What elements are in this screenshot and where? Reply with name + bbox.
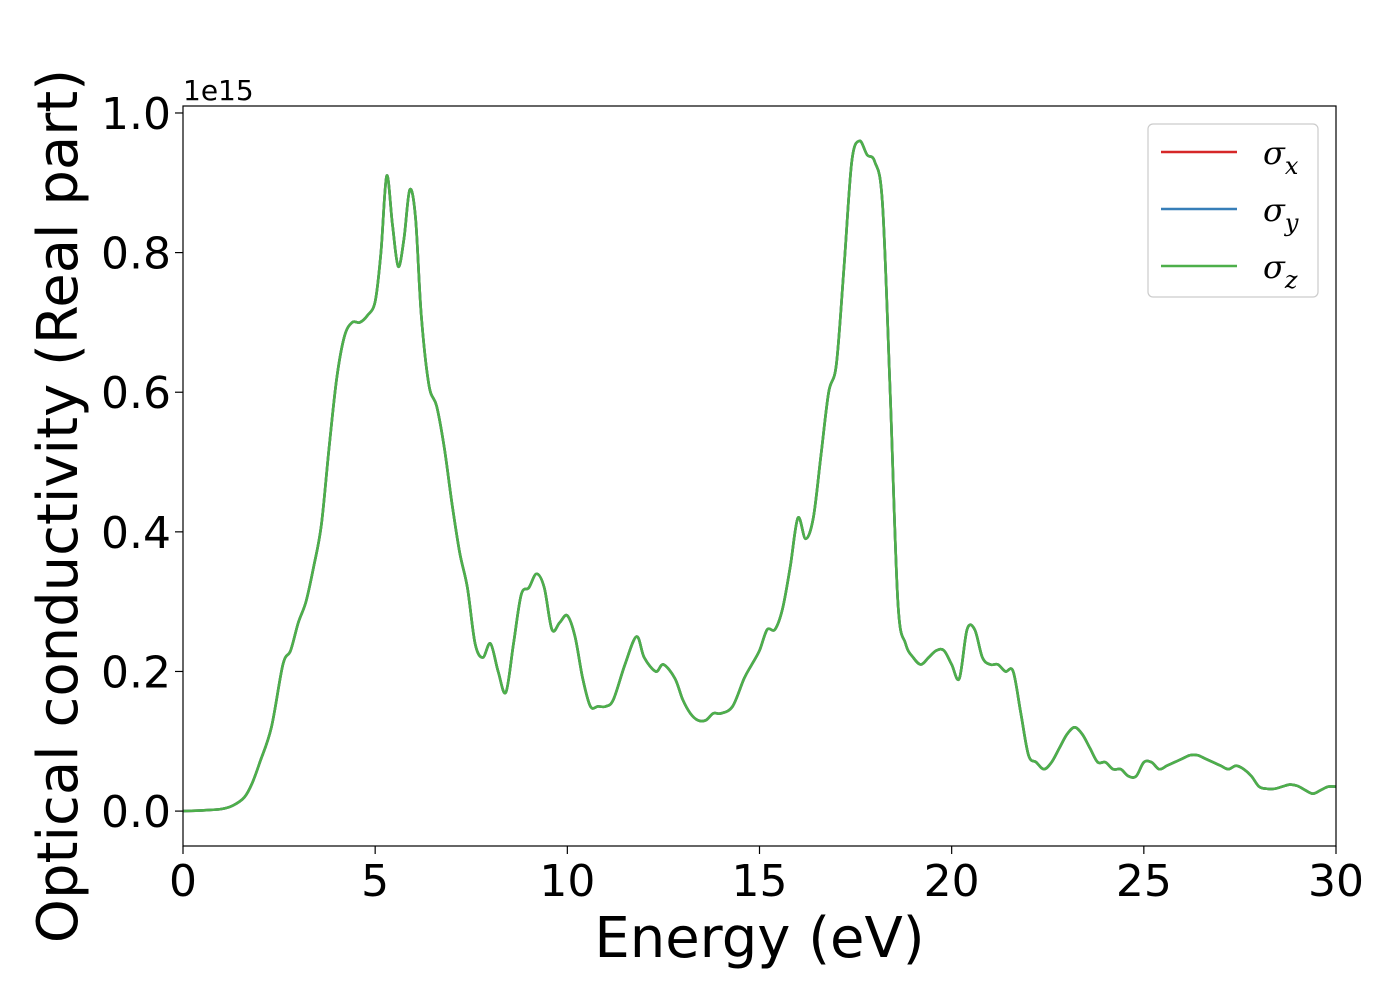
- legend-label-subscript: x: [1285, 152, 1299, 180]
- legend-box: [1147, 123, 1319, 298]
- y-tick-label: 0.2: [101, 647, 171, 698]
- series-layer: [182, 139, 1337, 813]
- x-tick-label: 25: [1116, 856, 1172, 907]
- y-tick-label: 1.0: [101, 89, 171, 140]
- x-tick-label: 15: [732, 856, 788, 907]
- legend-label-subscript: z: [1284, 266, 1298, 294]
- y-tick-label: 0.0: [101, 787, 171, 838]
- y-axis-title: Optical conductivity (Real part): [26, 69, 91, 943]
- x-axis-title: Energy (eV): [594, 906, 924, 971]
- x-tick-label: 20: [924, 856, 980, 907]
- x-tick-label: 10: [539, 856, 595, 907]
- y-tick-label: 0.6: [101, 368, 171, 419]
- x-tick-label: 30: [1308, 856, 1364, 907]
- x-tick-label: 5: [361, 856, 389, 907]
- y-tick-label: 0.4: [101, 508, 171, 559]
- y-tick-label: 0.8: [101, 229, 171, 280]
- y-offset-label: 1e15: [183, 74, 254, 107]
- x-tick-label: 0: [169, 856, 197, 907]
- legend-label-subscript: y: [1284, 209, 1299, 237]
- series-line-z: [182, 139, 1337, 813]
- ticks-layer: 0 5 10 15 20 25 30 0.0 0.2 0.4 0.6 0.8 1.0: [101, 89, 1364, 907]
